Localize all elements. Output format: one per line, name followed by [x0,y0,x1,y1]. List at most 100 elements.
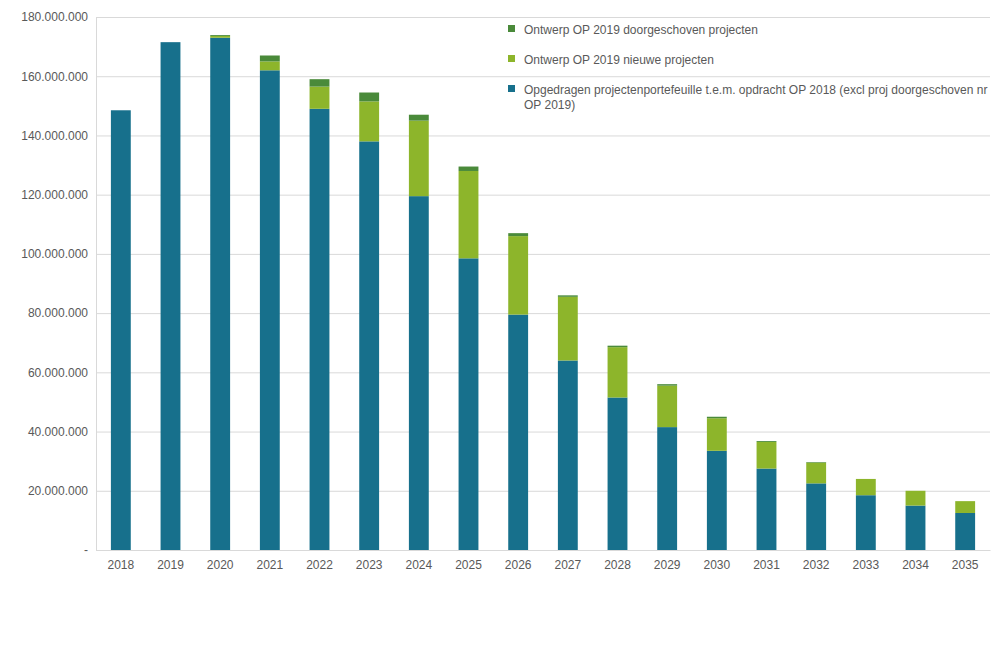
x-tick-label: 2029 [654,558,681,572]
bar [111,110,131,111]
legend-label: Opgedragen projectenportefeuille t.e.m. … [524,83,987,112]
y-tick: 40.000.000 [28,425,96,439]
legend-swatch [508,25,515,32]
y-tick-label: 20.000.000 [28,484,88,498]
x-tick: 2032 [803,550,830,572]
bar [111,110,131,111]
grid-line [96,550,990,551]
y-tick: - [84,543,96,557]
legend-item: Ontwerp OP 2019 doorgeschoven projecten [508,23,758,37]
bar [558,360,578,550]
bar [459,167,479,171]
bar [210,35,230,37]
x-tick-label: 2019 [157,558,184,572]
x-tick-label: 2028 [604,558,631,572]
bar [359,141,379,550]
x-tick-label: 2021 [256,558,283,572]
bar [757,441,777,443]
y-axis: - 20.000.000 40.000.000 60.000.000 80.000.00… [21,10,96,557]
series [111,38,975,550]
x-tick-label: 2024 [405,558,432,572]
bar [856,495,876,550]
bar [707,451,727,550]
y-tick: 20.000.000 [28,484,96,498]
x-tick: 2031 [753,550,780,572]
y-tick: 180.000.000 [21,10,96,24]
bar [707,418,727,451]
bar [508,236,528,314]
bar [955,513,975,550]
x-tick-label: 2034 [902,558,929,572]
y-tick-label: 120.000.000 [21,188,88,202]
x-tick-label: 2020 [207,558,234,572]
bar [757,469,777,550]
bar [608,398,628,550]
bar [657,384,677,385]
x-tick: 2023 [356,550,383,572]
x-tick: 2019 [157,550,184,572]
x-tick: 2021 [256,550,283,572]
chart: - 20.000.000 40.000.000 60.000.000 80.000.00… [0,0,1004,658]
grid [96,18,990,551]
x-tick: 2035 [952,550,979,572]
y-tick: 160.000.000 [21,70,96,84]
bar [757,442,777,469]
y-tick: 60.000.000 [28,366,96,380]
legend-swatch [508,55,515,62]
x-tick-label: 2025 [455,558,482,572]
bars [111,35,975,550]
bar [459,258,479,550]
bar [856,479,876,495]
bar [806,462,826,464]
bar [508,315,528,550]
bar [955,501,975,502]
bar [260,61,280,70]
bar [856,478,876,479]
bar [608,346,628,347]
x-tick: 2026 [505,550,532,572]
bar [161,42,181,550]
y-tick-label: - [84,543,88,557]
x-tick: 2025 [455,550,482,572]
bar [161,42,181,43]
legend-item: Opgedragen projectenportefeuille t.e.m. … [508,83,987,112]
x-tick-label: 2023 [356,558,383,572]
bar [806,483,826,550]
bar [359,101,379,141]
bar [558,295,578,296]
y-tick: 80.000.000 [28,306,96,320]
x-tick: 2034 [902,550,929,572]
bar [210,36,230,38]
grid-line [96,17,990,18]
x-tick-label: 2031 [753,558,780,572]
bar [707,417,727,418]
y-tick: 140.000.000 [21,129,96,143]
y-tick-label: 40.000.000 [28,425,88,439]
bar [260,55,280,61]
bar [161,42,181,43]
legend: Ontwerp OP 2019 doorgeschoven projecten O… [508,23,987,112]
x-tick: 2029 [654,550,681,572]
x-tick: 2022 [306,550,333,572]
x-tick-label: 2035 [952,558,979,572]
bar [310,79,330,86]
x-tick-label: 2022 [306,558,333,572]
legend-item: Ontwerp OP 2019 nieuwe projecten [508,53,714,67]
bar [657,386,677,427]
y-tick-label: 180.000.000 [21,10,88,24]
legend-label: Ontwerp OP 2019 nieuwe projecten [524,53,714,67]
legend-label: Ontwerp OP 2019 doorgeschoven projecten [524,23,758,37]
y-tick-label: 160.000.000 [21,70,88,84]
bar [906,491,926,506]
bar [210,38,230,550]
x-tick-label: 2018 [107,558,134,572]
bar [608,347,628,397]
bar [310,87,330,109]
bar [906,490,926,491]
y-tick-label: 100.000.000 [21,247,88,261]
x-tick-label: 2033 [852,558,879,572]
x-tick-label: 2030 [703,558,730,572]
bar [657,427,677,550]
x-tick: 2024 [405,550,432,572]
bar [409,196,429,550]
